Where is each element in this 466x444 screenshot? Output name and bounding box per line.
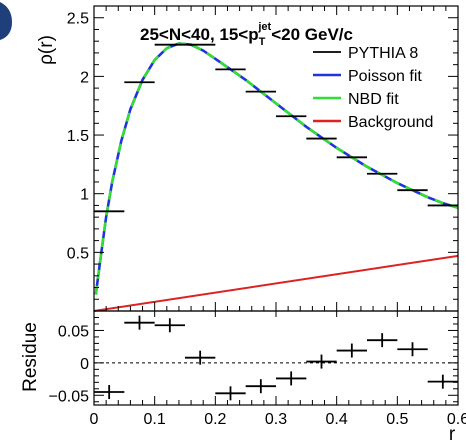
title-tail: <20 GeV/c bbox=[271, 25, 353, 44]
residue-point bbox=[397, 342, 428, 357]
residue-x-tick-label: 0.5 bbox=[386, 411, 408, 428]
residue-point bbox=[367, 333, 398, 348]
main-panel: 0.5 1 1.5 2 2.5 ρ(r) 25<N<40, 15<pTjet<20 Ge… bbox=[36, 5, 459, 312]
legend: PYTHIA 8 Poisson fit NBD fit Background bbox=[313, 45, 433, 131]
main-y-tick-label: 2.5 bbox=[67, 11, 89, 28]
legend-label: Poisson fit bbox=[348, 68, 422, 85]
main-y-tick-label: 1.5 bbox=[67, 128, 89, 145]
legend-label: Background bbox=[348, 114, 433, 131]
x-axis-title: r bbox=[449, 424, 456, 444]
nbd-fit-line bbox=[94, 42, 459, 295]
residue-x-tick-label: 0 bbox=[90, 411, 99, 428]
background-line bbox=[93, 254, 459, 312]
residue-x-tick-labels: 0 0.1 0.2 0.3 0.4 0.5 0.6 bbox=[90, 411, 466, 428]
main-ticks bbox=[93, 6, 459, 311]
title-lead: 25<N<40, 15<p bbox=[140, 25, 259, 44]
main-y-tick-label: 0.5 bbox=[67, 245, 89, 262]
legend-label: NBD fit bbox=[348, 91, 399, 108]
residue-y-axis-title: Residue bbox=[20, 322, 41, 392]
background-series-line bbox=[93, 254, 459, 312]
fit-curves bbox=[94, 42, 459, 295]
residue-y-tick-labels: −0.05 0 0.05 bbox=[49, 323, 90, 405]
main-y-axis-title: ρ(r) bbox=[36, 35, 57, 65]
title-sup: jet bbox=[257, 21, 271, 33]
residue-point bbox=[427, 374, 458, 389]
residue-plot-frame bbox=[93, 310, 459, 406]
residue-point bbox=[276, 371, 307, 386]
title-sub: T bbox=[259, 36, 266, 48]
residue-y-tick-label: 0 bbox=[80, 356, 89, 373]
residue-ticks bbox=[93, 311, 459, 405]
residue-x-tick-label: 0.2 bbox=[204, 411, 226, 428]
residue-point bbox=[215, 386, 246, 401]
residue-point bbox=[336, 343, 367, 358]
cropped-edge-shape bbox=[0, 2, 12, 40]
residue-point bbox=[124, 315, 155, 330]
residue-point bbox=[185, 350, 216, 365]
residue-point bbox=[94, 385, 125, 400]
residue-points bbox=[94, 315, 458, 401]
residue-y-tick-label: 0.05 bbox=[58, 323, 89, 340]
residue-x-tick-label: 0.6 bbox=[447, 411, 466, 428]
legend-label: PYTHIA 8 bbox=[348, 45, 418, 62]
residue-x-tick-label: 0.3 bbox=[265, 411, 287, 428]
residue-y-tick-label: −0.05 bbox=[49, 388, 90, 405]
residue-x-tick-label: 0.1 bbox=[144, 411, 166, 428]
residue-x-tick-label: 0.4 bbox=[326, 411, 348, 428]
main-y-tick-label: 2 bbox=[80, 69, 89, 86]
chart-title: 25<N<40, 15<pTjet<20 GeV/c bbox=[140, 21, 353, 48]
main-y-tick-labels: 0.5 1 1.5 2 2.5 bbox=[67, 11, 89, 263]
pythia-points bbox=[94, 43, 458, 213]
residue-point bbox=[245, 379, 276, 394]
residue-point bbox=[154, 318, 185, 333]
residue-point bbox=[306, 354, 337, 369]
main-y-tick-label: 1 bbox=[80, 187, 89, 204]
